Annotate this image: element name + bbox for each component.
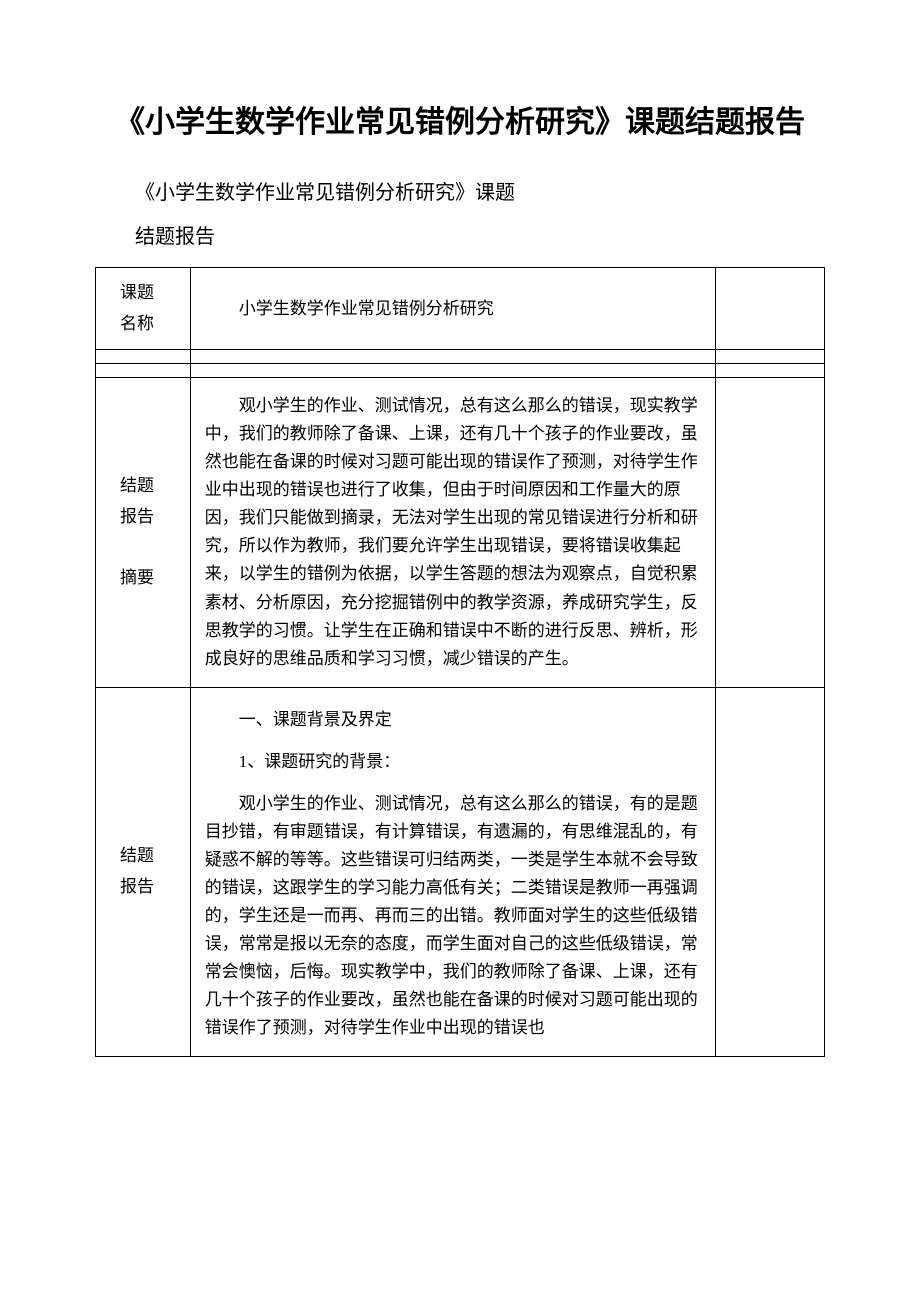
document-subtitle-1: 《小学生数学作业常见错例分析研究》课题: [95, 175, 825, 211]
row3-right: [715, 687, 824, 1057]
document-main-title: 《小学生数学作业常见错例分析研究》课题结题报告: [95, 100, 825, 145]
table-row: 课题名称 小学生数学作业常见错例分析研究: [96, 268, 825, 350]
row1-label: 课题名称: [96, 268, 191, 350]
content-text: 小学生数学作业常见错例分析研究: [205, 295, 701, 323]
row2-label: 结题报告摘要: [96, 378, 191, 687]
empty-cell: [190, 364, 715, 378]
table-row-empty: [96, 350, 825, 364]
table-row: 结题报告摘要 观小学生的作业、测试情况，总有这么那么的错误，现实教学中，我们的教…: [96, 378, 825, 687]
label-text: 结题报告摘要: [120, 476, 154, 587]
empty-cell: [715, 364, 824, 378]
label-text: 结题报告: [120, 846, 154, 896]
content-text: 观小学生的作业、测试情况，总有这么那么的错误，现实教学中，我们的教师除了备课、上…: [205, 392, 701, 672]
table-row-empty: [96, 364, 825, 378]
row2-content: 观小学生的作业、测试情况，总有这么那么的错误，现实教学中，我们的教师除了备课、上…: [190, 378, 715, 687]
content-text: 观小学生的作业、测试情况，总有这么那么的错误，有的是题目抄错，有审题错误，有计算…: [205, 790, 701, 1042]
row1-content: 小学生数学作业常见错例分析研究: [190, 268, 715, 350]
empty-cell: [190, 350, 715, 364]
label-text: 课题名称: [120, 283, 154, 333]
row1-right: [715, 268, 824, 350]
row3-content: 一、课题背景及界定 1、课题研究的背景： 观小学生的作业、测试情况，总有这么那么…: [190, 687, 715, 1057]
empty-cell: [96, 350, 191, 364]
document-subtitle-2: 结题报告: [95, 219, 825, 255]
row2-right: [715, 378, 824, 687]
section-heading: 一、课题背景及界定: [205, 706, 701, 734]
empty-cell: [96, 364, 191, 378]
sub-heading: 1、课题研究的背景：: [205, 748, 701, 776]
table-row: 结题报告 一、课题背景及界定 1、课题研究的背景： 观小学生的作业、测试情况，总…: [96, 687, 825, 1057]
row3-label: 结题报告: [96, 687, 191, 1057]
empty-cell: [715, 350, 824, 364]
report-table: 课题名称 小学生数学作业常见错例分析研究 结题报告摘要 观小学生的作业、测试情况…: [95, 267, 825, 1057]
